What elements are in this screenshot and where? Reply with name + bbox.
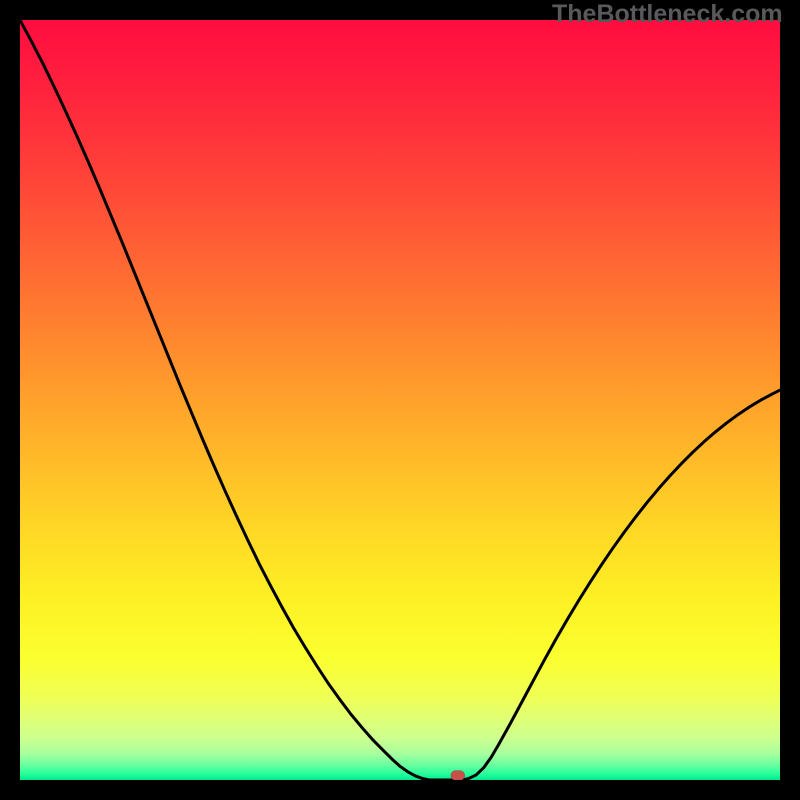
watermark-label: TheBottleneck.com — [552, 0, 783, 29]
chart-svg — [20, 20, 780, 780]
chart-plot-area — [20, 20, 780, 780]
chart-background — [20, 20, 780, 780]
optimum-marker — [451, 771, 465, 780]
